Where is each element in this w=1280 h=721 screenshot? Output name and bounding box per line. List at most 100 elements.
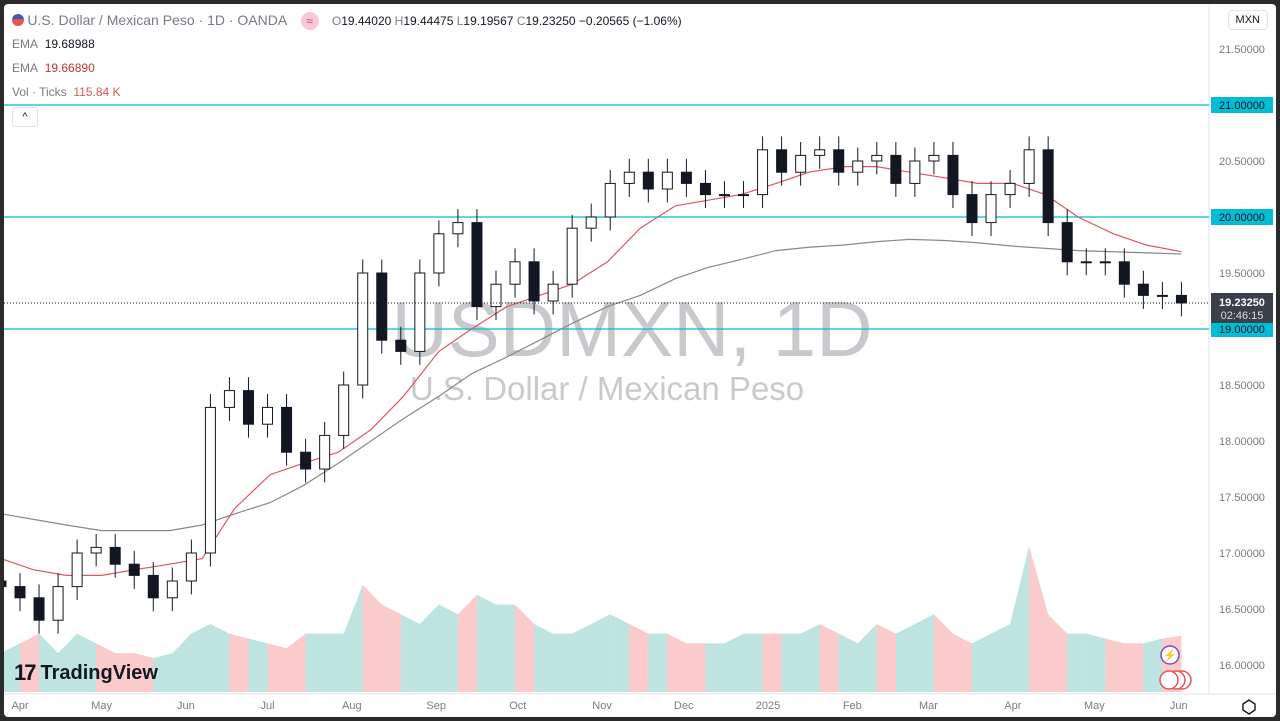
candle-body xyxy=(680,171,692,184)
candle-body xyxy=(242,390,254,425)
volume-area xyxy=(20,633,40,692)
level-badge xyxy=(1211,209,1273,225)
volume-area xyxy=(1143,638,1163,692)
candle-body xyxy=(661,171,673,190)
candle-body xyxy=(395,339,407,352)
volume-area xyxy=(1086,633,1106,692)
ema-legend-1[interactable]: EMA 19.68988 xyxy=(12,37,95,51)
candle-body xyxy=(90,546,102,554)
volume-area xyxy=(895,623,915,692)
volume-area xyxy=(762,633,782,692)
candle-body xyxy=(223,390,235,408)
candle-body xyxy=(547,283,559,302)
level-badge-text: 20.00000 xyxy=(1219,212,1265,224)
volume-area xyxy=(819,623,839,692)
candle-body xyxy=(109,546,121,565)
y-tick-label: 21.50000 xyxy=(1219,44,1265,56)
volume-area xyxy=(115,653,135,692)
x-tick-label: Apr xyxy=(1004,700,1021,712)
volume-area xyxy=(210,623,230,692)
ema-legend-2[interactable]: EMA 19.66890 xyxy=(12,61,95,75)
candle-body xyxy=(490,283,502,308)
candle-body xyxy=(128,563,140,576)
candle-body xyxy=(566,227,578,285)
candle-body xyxy=(452,222,464,235)
candle-body xyxy=(166,580,178,599)
volume-area xyxy=(438,604,458,692)
candle-body xyxy=(642,171,654,190)
candle-body xyxy=(966,194,978,224)
candle-body xyxy=(1080,261,1092,264)
flag-event-icon xyxy=(1159,670,1179,690)
candle-body xyxy=(300,451,312,470)
y-tick-label: 17.50000 xyxy=(1219,492,1265,504)
volume-area xyxy=(39,633,59,692)
candle-body xyxy=(985,194,997,224)
y-tick-label: 18.50000 xyxy=(1219,380,1265,392)
x-tick-label: Aug xyxy=(342,700,362,712)
candle-body xyxy=(928,154,940,162)
volume-area xyxy=(324,633,344,692)
volume-area xyxy=(343,585,363,692)
y-tick-label: 16.00000 xyxy=(1219,660,1265,672)
x-tick-label: Sep xyxy=(426,700,446,712)
candle-body xyxy=(1156,294,1168,297)
volume-area xyxy=(629,623,649,692)
volume-area xyxy=(724,633,744,692)
volume-area xyxy=(1048,614,1068,692)
x-tick-label: Apr xyxy=(11,700,28,712)
volume-area xyxy=(362,585,382,692)
candle-body xyxy=(52,586,64,621)
volume-area xyxy=(248,638,268,692)
candle-body xyxy=(909,160,921,184)
volume-area xyxy=(933,614,953,692)
x-tick-label: Dec xyxy=(674,700,694,712)
volume-area xyxy=(952,633,972,692)
candle-body xyxy=(604,182,616,218)
volume-area xyxy=(838,633,858,692)
volume-legend[interactable]: Vol · Ticks 115.84 K xyxy=(12,85,121,99)
volume-area xyxy=(1105,638,1125,692)
candle-body xyxy=(471,222,483,308)
candle-body xyxy=(262,406,274,425)
lightning-icon xyxy=(1160,645,1180,665)
candle-body xyxy=(71,552,83,588)
candle-body xyxy=(1042,149,1054,224)
tradingview-logo: 17 TradingView xyxy=(14,660,158,685)
price-chart[interactable]: USDMXN, 1DU.S. Dollar / Mexican Peso21.0… xyxy=(4,4,1276,717)
volume-area xyxy=(96,643,116,692)
volume-area xyxy=(476,594,496,692)
volume-area xyxy=(553,633,573,692)
volume-area xyxy=(1010,546,1030,692)
volume-area xyxy=(667,633,687,692)
candle-body xyxy=(33,597,45,621)
us-flag-icon xyxy=(12,14,24,26)
volume-area xyxy=(800,623,820,692)
volume-area xyxy=(77,633,97,692)
volume-area xyxy=(572,623,592,692)
x-tick-label: Jun xyxy=(177,700,195,712)
volume-area xyxy=(496,604,516,692)
volume-area xyxy=(534,623,554,692)
level-badge-text: 19.00000 xyxy=(1219,324,1265,336)
x-tick-label: May xyxy=(1084,700,1105,712)
volume-area xyxy=(381,604,401,692)
candle-body xyxy=(757,149,769,196)
volume-area xyxy=(457,594,477,692)
volume-area xyxy=(1067,633,1087,692)
candle-body xyxy=(281,406,293,453)
collapse-legend-button[interactable]: ^ xyxy=(12,107,38,127)
volume-area xyxy=(686,643,706,692)
candle-body xyxy=(1175,294,1187,304)
y-tick-label: 19.50000 xyxy=(1219,268,1265,280)
currency-button[interactable]: MXN xyxy=(1227,10,1268,30)
candle-body xyxy=(1004,182,1016,196)
candle-body xyxy=(776,149,788,173)
volume-area xyxy=(972,633,992,692)
indicator-toggle-icon[interactable]: ≈ xyxy=(300,12,319,30)
candle-body xyxy=(4,580,7,588)
close-value: 19.23250 xyxy=(525,14,576,28)
x-tick-label: Feb xyxy=(843,700,862,712)
volume-area xyxy=(267,643,287,692)
volume-area xyxy=(1124,643,1144,692)
